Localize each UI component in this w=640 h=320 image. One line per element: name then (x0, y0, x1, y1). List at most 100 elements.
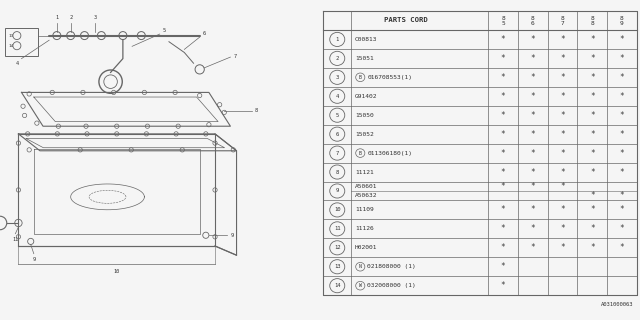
Text: *: * (531, 168, 535, 177)
Text: 14: 14 (8, 44, 14, 48)
Text: 016708553(1): 016708553(1) (367, 75, 412, 80)
Text: *: * (500, 205, 506, 214)
Text: *: * (531, 111, 535, 120)
Text: 3: 3 (93, 15, 97, 20)
Text: B: B (359, 151, 362, 156)
Text: A031000063: A031000063 (601, 302, 634, 308)
Text: *: * (500, 130, 506, 139)
Text: *: * (560, 111, 564, 120)
Text: 9: 9 (32, 257, 35, 262)
Text: 7: 7 (561, 21, 564, 26)
Text: 6: 6 (203, 31, 206, 36)
Text: 10: 10 (114, 269, 120, 274)
Text: *: * (531, 73, 535, 82)
Text: A50601: A50601 (355, 184, 378, 189)
Text: *: * (620, 92, 624, 101)
Text: 1: 1 (55, 15, 58, 20)
Text: 5: 5 (335, 113, 339, 118)
Text: 2: 2 (69, 15, 72, 20)
Text: *: * (560, 54, 564, 63)
Bar (4, 28, 38, 56)
Text: 8: 8 (620, 16, 624, 21)
Text: 11109: 11109 (355, 207, 374, 212)
Text: *: * (590, 35, 595, 44)
Text: *: * (560, 35, 564, 44)
Text: *: * (620, 148, 624, 157)
Text: 13: 13 (334, 264, 340, 269)
Text: 14: 14 (334, 283, 340, 288)
Text: *: * (590, 168, 595, 177)
Text: *: * (620, 224, 624, 233)
Text: *: * (620, 205, 624, 214)
Text: *: * (500, 92, 506, 101)
Text: *: * (590, 191, 595, 200)
Text: 8: 8 (590, 16, 594, 21)
Text: *: * (590, 73, 595, 82)
Text: 8: 8 (501, 16, 505, 21)
Text: 9: 9 (620, 21, 624, 26)
Text: *: * (620, 54, 624, 63)
Text: 3: 3 (335, 75, 339, 80)
Text: C00813: C00813 (355, 37, 378, 42)
Text: 9: 9 (335, 188, 339, 194)
Text: *: * (560, 148, 564, 157)
Text: *: * (590, 111, 595, 120)
Text: *: * (531, 224, 535, 233)
Text: *: * (560, 182, 564, 191)
Text: *: * (560, 205, 564, 214)
Text: PARTS CORD: PARTS CORD (384, 18, 428, 23)
Text: 11: 11 (12, 237, 19, 242)
Text: *: * (560, 224, 564, 233)
Text: *: * (500, 35, 506, 44)
Text: *: * (500, 182, 506, 191)
Text: 4: 4 (15, 61, 19, 66)
Text: *: * (590, 224, 595, 233)
Text: *: * (500, 73, 506, 82)
Text: *: * (531, 182, 535, 191)
Text: 13: 13 (8, 34, 14, 37)
Text: 6: 6 (335, 132, 339, 137)
Text: 021808000 (1): 021808000 (1) (367, 264, 416, 269)
Text: 1: 1 (335, 37, 339, 42)
Text: *: * (620, 168, 624, 177)
Text: 15052: 15052 (355, 132, 374, 137)
Text: 8: 8 (590, 21, 594, 26)
Text: 15050: 15050 (355, 113, 374, 118)
Text: *: * (560, 168, 564, 177)
Text: G91402: G91402 (355, 94, 378, 99)
Text: 9: 9 (230, 233, 234, 238)
Text: B: B (359, 75, 362, 80)
Text: *: * (620, 130, 624, 139)
Text: *: * (560, 73, 564, 82)
Text: *: * (500, 243, 506, 252)
Text: 8: 8 (561, 16, 564, 21)
Text: 5: 5 (501, 21, 505, 26)
Text: *: * (500, 168, 506, 177)
Text: *: * (560, 130, 564, 139)
Text: 4: 4 (335, 94, 339, 99)
Text: *: * (531, 148, 535, 157)
Text: 8: 8 (255, 108, 258, 113)
Text: 5: 5 (163, 28, 166, 33)
Text: *: * (500, 281, 506, 290)
Text: *: * (560, 243, 564, 252)
Text: *: * (590, 130, 595, 139)
Text: 2: 2 (335, 56, 339, 61)
Text: A50632: A50632 (355, 193, 378, 198)
Text: 6: 6 (531, 21, 534, 26)
Text: *: * (531, 243, 535, 252)
Text: *: * (590, 243, 595, 252)
Text: *: * (531, 130, 535, 139)
Text: *: * (531, 205, 535, 214)
Text: *: * (500, 224, 506, 233)
Text: 8: 8 (531, 16, 534, 21)
Text: 12: 12 (334, 245, 340, 250)
Text: *: * (590, 148, 595, 157)
Text: H02001: H02001 (355, 245, 378, 250)
Text: *: * (531, 54, 535, 63)
Text: 15051: 15051 (355, 56, 374, 61)
Text: *: * (590, 92, 595, 101)
Text: *: * (560, 92, 564, 101)
Text: 032008000 (1): 032008000 (1) (367, 283, 416, 288)
Text: 7: 7 (234, 54, 237, 59)
